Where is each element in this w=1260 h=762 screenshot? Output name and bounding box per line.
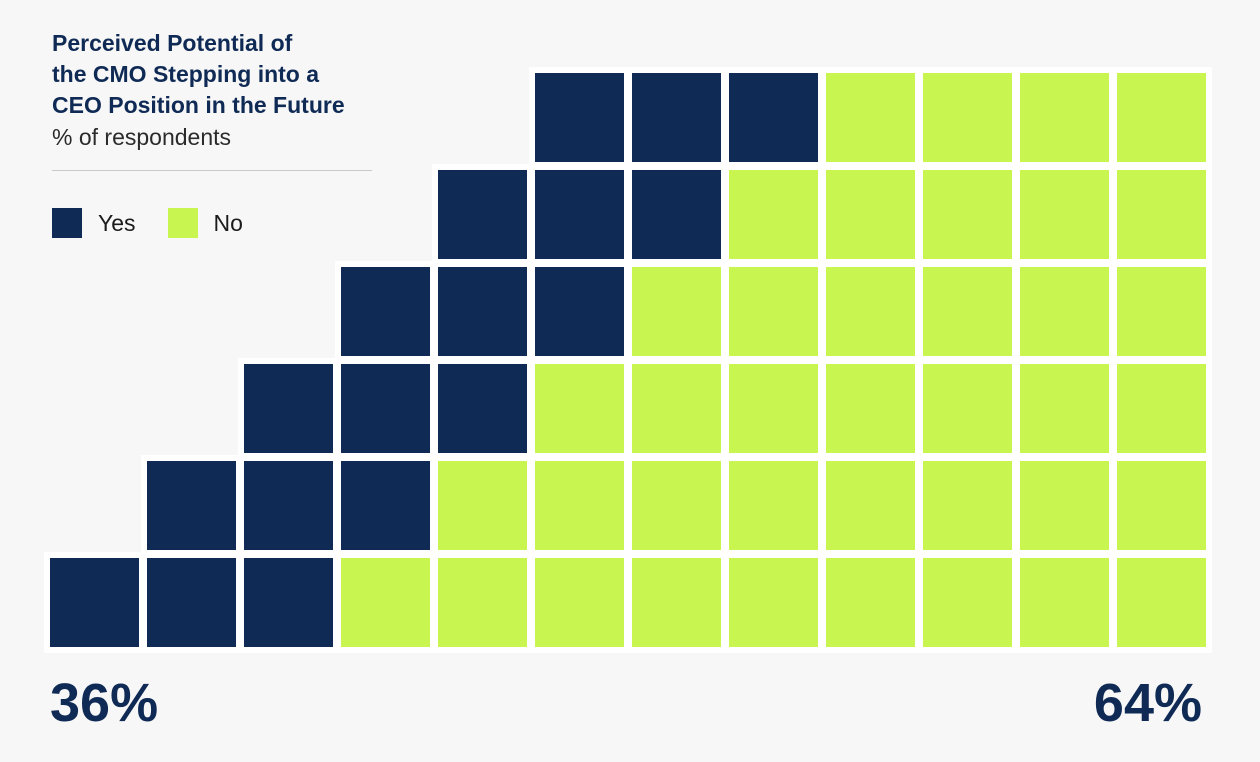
waffle-cell-no: [632, 558, 721, 647]
waffle-cell-no: [1020, 267, 1109, 356]
waffle-cell-no: [438, 558, 527, 647]
waffle-cell-no: [1117, 461, 1206, 550]
waffle-cell-no: [923, 73, 1012, 162]
waffle-cell-no: [1020, 170, 1109, 259]
chart-header: Perceived Potential of the CMO Stepping …: [52, 28, 382, 151]
waffle-cell-yes: [535, 267, 624, 356]
legend-swatch-yes: [52, 208, 82, 238]
chart-title: Perceived Potential of the CMO Stepping …: [52, 30, 345, 118]
waffle-cell-no: [923, 170, 1012, 259]
waffle-cell-no: [826, 461, 915, 550]
waffle-cell-no: [1117, 267, 1206, 356]
legend: Yes No: [52, 208, 275, 238]
waffle-cell-no: [438, 461, 527, 550]
waffle-cell-yes: [244, 461, 333, 550]
waffle-cell-no: [826, 170, 915, 259]
waffle-cell-no: [341, 558, 430, 647]
waffle-cell-no: [826, 267, 915, 356]
waffle-cell-no: [923, 461, 1012, 550]
waffle-cell-no: [535, 461, 624, 550]
waffle-cell-yes: [147, 461, 236, 550]
row-backing: [44, 552, 1212, 653]
waffle-cell-no: [729, 558, 818, 647]
waffle-cell-yes: [341, 461, 430, 550]
waffle-cell-no: [826, 364, 915, 453]
waffle-cell-no: [632, 267, 721, 356]
waffle-cell-no: [1117, 170, 1206, 259]
waffle-cell-no: [1020, 558, 1109, 647]
no-percentage: 64%: [1093, 673, 1202, 733]
waffle-cell-yes: [632, 170, 721, 259]
waffle-cell-yes: [147, 558, 236, 647]
waffle-cell-no: [632, 364, 721, 453]
waffle-cell-no: [923, 267, 1012, 356]
waffle-cell-no: [729, 170, 818, 259]
header-divider: [52, 170, 372, 171]
legend-label-no: No: [213, 209, 243, 236]
waffle-cell-no: [729, 364, 818, 453]
waffle-cell-yes: [50, 558, 139, 647]
waffle-cell-no: [632, 461, 721, 550]
waffle-cell-no: [1117, 73, 1206, 162]
legend-item-no: No: [167, 208, 243, 238]
waffle-cell-no: [729, 267, 818, 356]
waffle-cell-no: [1020, 461, 1109, 550]
waffle-cell-yes: [632, 73, 721, 162]
legend-label-yes: Yes: [98, 209, 136, 236]
legend-item-yes: Yes: [52, 208, 136, 238]
waffle-cell-no: [535, 364, 624, 453]
waffle-cell-no: [923, 364, 1012, 453]
chart-subtitle: % of respondents: [52, 124, 232, 150]
waffle-cell-yes: [535, 170, 624, 259]
waffle-cell-no: [1117, 364, 1206, 453]
waffle-cell-no: [826, 73, 915, 162]
waffle-cell-no: [729, 461, 818, 550]
waffle-cell-no: [1117, 558, 1206, 647]
waffle-cell-no: [535, 558, 624, 647]
waffle-cell-yes: [244, 364, 333, 453]
waffle-cell-yes: [341, 364, 430, 453]
waffle-cell-yes: [729, 73, 818, 162]
waffle-cell-yes: [438, 364, 527, 453]
waffle-cell-yes: [438, 267, 527, 356]
waffle-cell-no: [923, 558, 1012, 647]
waffle-cell-yes: [535, 73, 624, 162]
waffle-cell-yes: [341, 267, 430, 356]
waffle-cell-yes: [244, 558, 333, 647]
legend-swatch-no: [167, 208, 198, 238]
waffle-cell-no: [1020, 73, 1109, 162]
yes-percentage: 36%: [50, 673, 159, 733]
waffle-cell-yes: [438, 170, 527, 259]
waffle-cell-no: [826, 558, 915, 647]
waffle-cell-no: [1020, 364, 1109, 453]
